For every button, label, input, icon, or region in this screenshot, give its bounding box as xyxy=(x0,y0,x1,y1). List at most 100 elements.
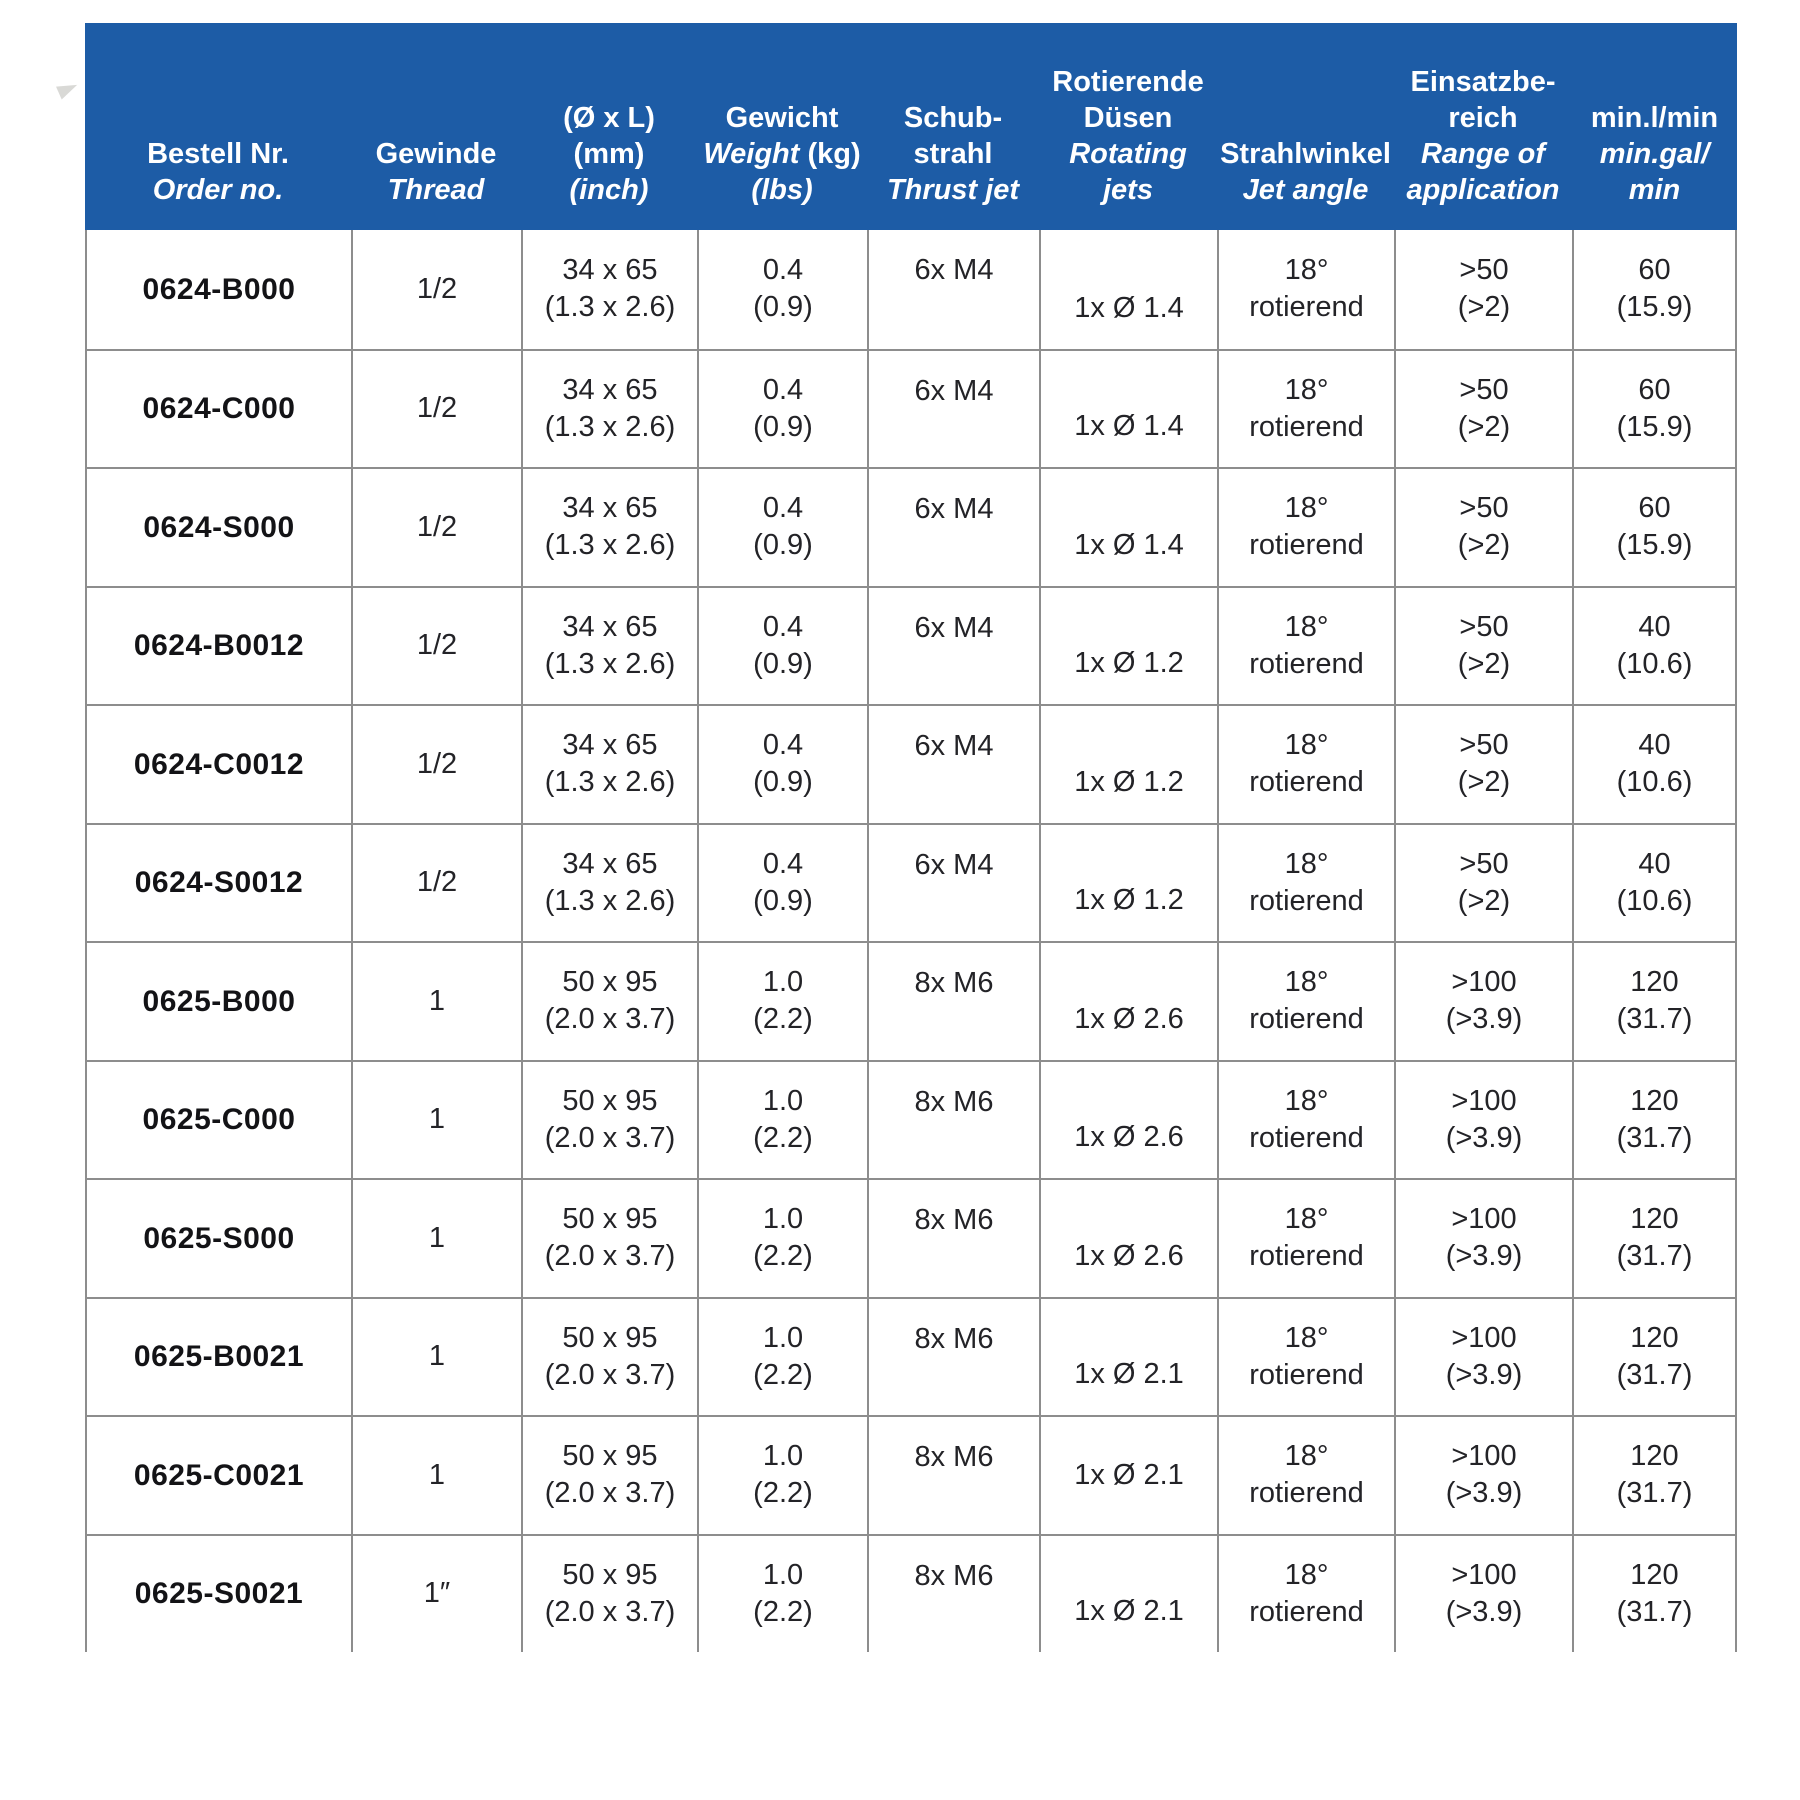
cell-line: 1x Ø 2.6 xyxy=(1074,1002,1184,1035)
cell-line: (>2) xyxy=(1457,766,1511,799)
cell-thrust-jet: 6x M4 xyxy=(867,822,1039,941)
cell-line: >50 xyxy=(1459,492,1509,525)
cell-line: 120 xyxy=(1630,966,1679,999)
header-line: Düsen xyxy=(1083,102,1173,134)
cell-order-no: 0625-B0021 xyxy=(85,1296,351,1415)
cell-line: 0625-S000 xyxy=(143,1221,295,1255)
cell-line: 60 xyxy=(1638,492,1671,525)
cell-line: 18° xyxy=(1284,1084,1329,1117)
cell-line: 34 x 65 xyxy=(562,254,658,287)
cell-flow: 60 (15.9) xyxy=(1572,348,1737,467)
cell-flow: 120 (31.7) xyxy=(1572,1059,1737,1178)
cell-line: (1.3 x 2.6) xyxy=(544,291,676,324)
cell-order-no: 0625-B000 xyxy=(85,941,351,1060)
cell-line: rotierend xyxy=(1249,766,1364,799)
cell-range: >50 (>2) xyxy=(1394,230,1572,349)
cell-flow: 120 (31.7) xyxy=(1572,1415,1737,1534)
cell-line: 1/2 xyxy=(416,392,458,425)
cell-line: (>3.9) xyxy=(1445,1121,1523,1154)
cell-line: 0624-S000 xyxy=(143,510,295,544)
cell-line: 1.0 xyxy=(762,1084,804,1117)
header-thread: Gewinde Thread xyxy=(351,23,521,230)
cell-line: (2.2) xyxy=(753,1358,813,1391)
cell-flow: 40 (10.6) xyxy=(1572,585,1737,704)
cell-jet-angle: 18° rotierend xyxy=(1217,1415,1394,1534)
cell-dimensions: 50 x 95 (2.0 x 3.7) xyxy=(521,1533,697,1652)
cell-range: >50 (>2) xyxy=(1394,585,1572,704)
cell-jet-angle: 18° rotierend xyxy=(1217,1533,1394,1652)
header-line: Einsatzbe- xyxy=(1410,66,1556,98)
cell-thread: 1/2 xyxy=(351,704,521,823)
cell-line: 50 x 95 xyxy=(562,966,658,999)
cell-line: 8x M6 xyxy=(914,1204,994,1236)
cell-line: (10.6) xyxy=(1616,766,1693,799)
cell-flow: 120 (31.7) xyxy=(1572,1533,1737,1652)
header-line: (mm) xyxy=(573,138,645,170)
cell-line: >50 xyxy=(1459,373,1509,406)
cell-weight: 1.0 (2.2) xyxy=(697,1059,867,1178)
cell-rotating-jets: 1x Ø 1.4 xyxy=(1039,467,1217,586)
cell-line: (1.3 x 2.6) xyxy=(544,647,676,680)
cell-line: >100 xyxy=(1451,1084,1517,1117)
cell-weight: 1.0 (2.2) xyxy=(697,1178,867,1297)
cell-line: 1.0 xyxy=(762,1558,804,1591)
cell-line: 8x M6 xyxy=(914,1322,994,1355)
cell-line: 8x M6 xyxy=(914,1085,994,1118)
cell-rotating-jets: 1x Ø 2.6 xyxy=(1039,1059,1217,1178)
cell-line: 50 x 95 xyxy=(562,1084,658,1117)
header-line: Jet angle xyxy=(1242,174,1369,206)
cell-line: rotierend xyxy=(1249,1477,1364,1510)
cell-thrust-jet: 8x M6 xyxy=(867,1059,1039,1178)
cell-thread: 1 xyxy=(351,941,521,1060)
cell-line: 50 x 95 xyxy=(562,1440,658,1473)
cell-jet-angle: 18° rotierend xyxy=(1217,1178,1394,1297)
cell-line: (0.9) xyxy=(753,291,813,324)
cell-flow: 60 (15.9) xyxy=(1572,230,1737,349)
cell-line: rotierend xyxy=(1249,884,1364,917)
cell-thread: 1 xyxy=(351,1059,521,1178)
cell-jet-angle: 18° rotierend xyxy=(1217,348,1394,467)
cell-flow: 120 (31.7) xyxy=(1572,1178,1737,1297)
cell-line: 1 xyxy=(428,984,446,1017)
scan-artifact-mark xyxy=(56,78,80,100)
cell-line: (10.6) xyxy=(1616,647,1693,680)
cell-line: 34 x 65 xyxy=(562,729,658,762)
cell-line: 18° xyxy=(1284,1558,1329,1591)
cell-line: 6x M4 xyxy=(914,848,994,881)
cell-line: 1 xyxy=(428,1221,446,1254)
cell-line: 120 xyxy=(1630,1558,1679,1591)
cell-line: (>3.9) xyxy=(1445,1240,1523,1273)
cell-jet-angle: 18° rotierend xyxy=(1217,1296,1394,1415)
cell-line: 34 x 65 xyxy=(562,610,658,643)
cell-line: 120 xyxy=(1630,1321,1679,1354)
cell-dimensions: 50 x 95 (2.0 x 3.7) xyxy=(521,1296,697,1415)
cell-line: rotierend xyxy=(1249,1003,1364,1036)
cell-flow: 60 (15.9) xyxy=(1572,467,1737,586)
cell-line: 18° xyxy=(1284,966,1329,999)
cell-line: 1/2 xyxy=(416,747,458,780)
cell-line: 0625-C000 xyxy=(142,1103,296,1137)
header-line: Thrust jet xyxy=(886,174,1020,206)
cell-thread: 1 xyxy=(351,1415,521,1534)
header-line: min xyxy=(1628,174,1681,206)
cell-line: 1x Ø 1.4 xyxy=(1074,528,1184,561)
cell-rotating-jets: 1x Ø 1.2 xyxy=(1039,704,1217,823)
cell-line: (31.7) xyxy=(1616,1595,1693,1628)
cell-line: (1.3 x 2.6) xyxy=(544,766,676,799)
header-line: min.gal/ xyxy=(1599,138,1710,170)
cell-order-no: 0624-C0012 xyxy=(85,704,351,823)
header-line: Schub- xyxy=(903,102,1003,134)
cell-line: (2.0 x 3.7) xyxy=(544,1121,676,1154)
cell-line: (>2) xyxy=(1457,884,1511,917)
cell-line: 34 x 65 xyxy=(562,492,658,525)
cell-line: 50 x 95 xyxy=(562,1203,658,1236)
header-line: application xyxy=(1406,174,1560,206)
cell-line: >50 xyxy=(1459,847,1509,880)
header-line: (inch) xyxy=(569,174,649,206)
cell-line: 18° xyxy=(1284,729,1329,762)
cell-line: 50 x 95 xyxy=(562,1321,658,1354)
cell-line: >100 xyxy=(1451,1558,1517,1591)
cell-line: (0.9) xyxy=(753,529,813,562)
cell-rotating-jets: 1x Ø 2.6 xyxy=(1039,1178,1217,1297)
